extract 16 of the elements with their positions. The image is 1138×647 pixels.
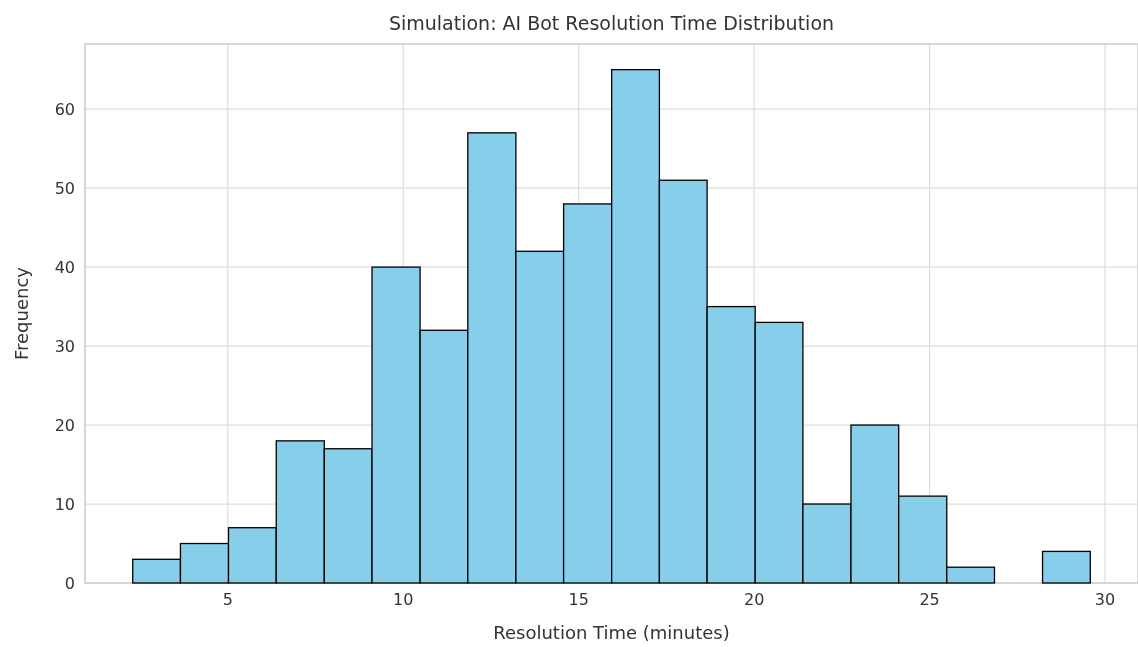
x-tick-label: 10 [393, 590, 414, 609]
y-tick-label: 30 [54, 337, 75, 357]
y-axis-title: Frequency [11, 266, 32, 360]
y-tick-label: 40 [54, 258, 75, 278]
y-tick-label: 20 [54, 416, 75, 436]
x-tick-label: 20 [743, 590, 765, 609]
y-tick-label: 10 [54, 495, 75, 515]
x-tick-label: 25 [919, 590, 940, 609]
chart-title: Simulation: AI Bot Resolution Time Distribution [388, 12, 835, 34]
x-tick-label: 30 [1094, 590, 1116, 609]
y-tick-label: 50 [54, 179, 75, 199]
y-tick-label: 0 [64, 574, 75, 593]
x-axis-title: Resolution Time (minutes) [493, 622, 730, 643]
x-tick-label: 15 [568, 590, 589, 609]
x-tick-label: 5 [222, 590, 233, 609]
y-tick-label: 60 [54, 100, 75, 120]
